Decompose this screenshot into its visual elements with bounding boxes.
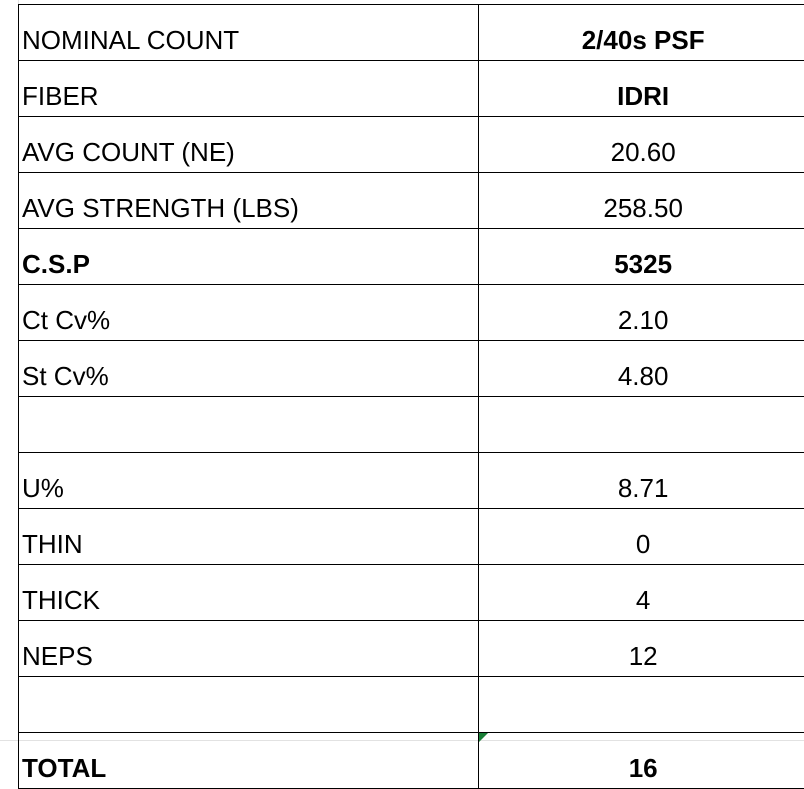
row-value: 8.71 — [618, 473, 669, 503]
row-label-cell[interactable]: St Cv% — [19, 341, 479, 397]
table-row: Ct Cv% 2.10 — [19, 285, 804, 341]
row-value: IDRI — [617, 81, 669, 111]
row-label-cell[interactable]: AVG COUNT (NE) — [19, 117, 479, 173]
table-row: THIN 0 — [19, 509, 804, 565]
total-label: TOTAL — [22, 753, 106, 783]
table-row: NEPS 12 — [19, 621, 804, 677]
row-label-cell[interactable]: NOMINAL COUNT — [19, 5, 479, 61]
row-label: THICK — [22, 585, 100, 615]
row-label-cell[interactable]: U% — [19, 453, 479, 509]
row-value-cell[interactable]: 4.80 — [479, 341, 804, 397]
row-value-cell[interactable]: IDRI — [479, 61, 804, 117]
row-value-cell[interactable]: 2.10 — [479, 285, 804, 341]
row-label: THIN — [22, 529, 83, 559]
row-label-cell[interactable]: FIBER — [19, 61, 479, 117]
table-row: AVG STRENGTH (LBS) 258.50 — [19, 173, 804, 229]
total-label-cell[interactable]: TOTAL — [19, 733, 479, 789]
table-row: NOMINAL COUNT 2/40s PSF — [19, 5, 804, 61]
row-value: 2.10 — [618, 305, 669, 335]
row-value-cell[interactable]: 258.50 — [479, 173, 804, 229]
row-value-cell[interactable] — [479, 677, 804, 733]
table-row: AVG COUNT (NE) 20.60 — [19, 117, 804, 173]
row-value: 4.80 — [618, 361, 669, 391]
table-row: FIBER IDRI — [19, 61, 804, 117]
total-row: TOTAL 16 — [19, 733, 804, 789]
spreadsheet-sheet: NOMINAL COUNT 2/40s PSF FIBER IDRI AVG C… — [0, 0, 804, 748]
row-label: NOMINAL COUNT — [22, 25, 239, 55]
row-value: 2/40s PSF — [582, 25, 705, 55]
row-label: C.S.P — [22, 249, 90, 279]
row-label-cell[interactable]: NEPS — [19, 621, 479, 677]
table-row: St Cv% 4.80 — [19, 341, 804, 397]
row-value-cell[interactable]: 2/40s PSF — [479, 5, 804, 61]
total-value: 16 — [629, 753, 658, 783]
row-label-cell[interactable]: Ct Cv% — [19, 285, 479, 341]
row-label-cell[interactable] — [19, 677, 479, 733]
row-value: 4 — [636, 585, 650, 615]
row-value: 0 — [636, 529, 650, 559]
row-value: 20.60 — [611, 137, 676, 167]
table-row: C.S.P 5325 — [19, 229, 804, 285]
row-label-cell[interactable] — [19, 397, 479, 453]
yarn-test-table: NOMINAL COUNT 2/40s PSF FIBER IDRI AVG C… — [18, 4, 804, 789]
row-label-cell[interactable]: THICK — [19, 565, 479, 621]
row-label-cell[interactable]: AVG STRENGTH (LBS) — [19, 173, 479, 229]
row-label: NEPS — [22, 641, 93, 671]
row-value-cell[interactable]: 0 — [479, 509, 804, 565]
row-value-cell[interactable]: 5325 — [479, 229, 804, 285]
row-label: AVG COUNT (NE) — [22, 137, 235, 167]
row-value: 258.50 — [603, 193, 683, 223]
row-value: 5325 — [614, 249, 672, 279]
formula-warning-flag-icon — [479, 733, 488, 742]
table-row: U% 8.71 — [19, 453, 804, 509]
row-value-cell[interactable]: 12 — [479, 621, 804, 677]
row-label-cell[interactable]: THIN — [19, 509, 479, 565]
table-row — [19, 397, 804, 453]
row-label-cell[interactable]: C.S.P — [19, 229, 479, 285]
row-label: St Cv% — [22, 361, 109, 391]
row-value-cell[interactable]: 4 — [479, 565, 804, 621]
table-row — [19, 677, 804, 733]
row-value-cell[interactable]: 8.71 — [479, 453, 804, 509]
row-value: 12 — [629, 641, 658, 671]
row-value-cell[interactable]: 20.60 — [479, 117, 804, 173]
table-row: THICK 4 — [19, 565, 804, 621]
row-label: FIBER — [22, 81, 99, 111]
total-value-cell[interactable]: 16 — [479, 733, 804, 789]
row-label: U% — [22, 473, 64, 503]
row-label: Ct Cv% — [22, 305, 110, 335]
row-value-cell[interactable] — [479, 397, 804, 453]
row-label: AVG STRENGTH (LBS) — [22, 193, 299, 223]
